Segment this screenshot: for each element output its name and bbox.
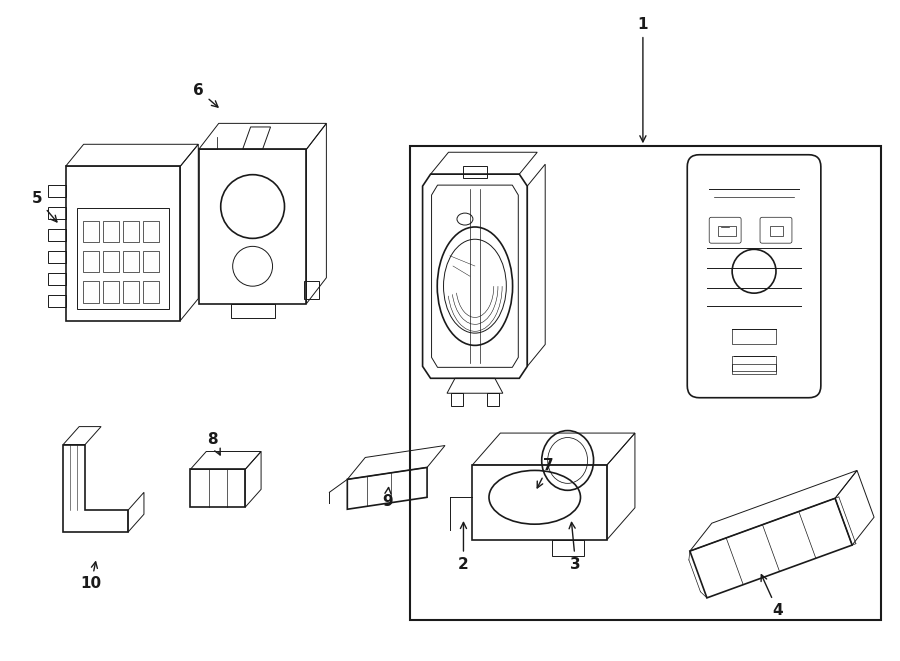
Bar — [123, 221, 140, 243]
Bar — [487, 393, 499, 406]
Bar — [76, 208, 169, 309]
Bar — [83, 281, 99, 303]
Text: 7: 7 — [537, 458, 554, 488]
Bar — [103, 221, 119, 243]
Text: 2: 2 — [458, 522, 469, 572]
Text: 9: 9 — [382, 487, 392, 509]
Bar — [143, 221, 159, 243]
Bar — [451, 393, 463, 406]
Bar — [103, 251, 119, 272]
Text: 8: 8 — [207, 432, 220, 455]
Bar — [230, 303, 274, 317]
Text: 10: 10 — [80, 562, 102, 592]
Text: 3: 3 — [569, 522, 580, 572]
Text: 1: 1 — [638, 17, 648, 142]
Bar — [143, 281, 159, 303]
Text: 5: 5 — [32, 191, 57, 222]
Bar — [552, 539, 583, 555]
Bar — [123, 281, 140, 303]
Bar — [143, 251, 159, 272]
Bar — [83, 251, 99, 272]
Bar — [123, 251, 140, 272]
Bar — [718, 226, 736, 236]
Bar — [410, 146, 881, 620]
Bar — [304, 281, 320, 299]
Bar — [732, 364, 776, 374]
Bar — [770, 226, 783, 236]
Bar — [83, 221, 99, 243]
Bar — [103, 281, 119, 303]
Text: 4: 4 — [761, 574, 783, 618]
Bar — [463, 166, 487, 178]
Text: 6: 6 — [194, 83, 218, 107]
